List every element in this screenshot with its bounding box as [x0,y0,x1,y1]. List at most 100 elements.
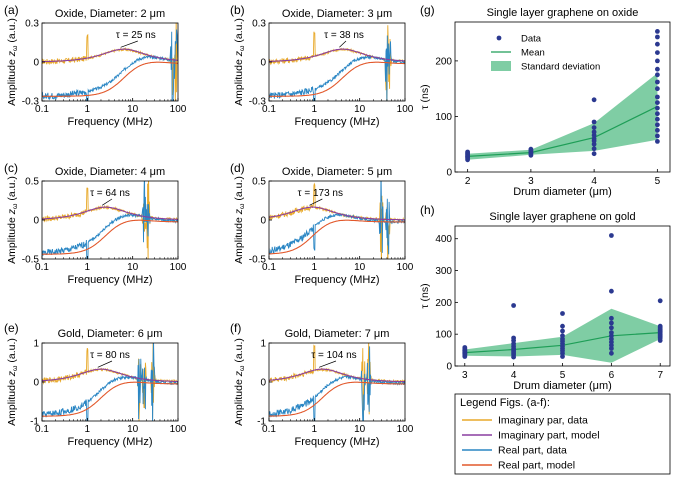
x-tick-label: 1 [85,424,91,435]
y-axis-label-z: z [233,370,245,377]
series-imaginary-model [269,206,405,221]
x-tick-label: 10 [127,262,139,273]
data-point [609,288,614,294]
data-point [591,132,597,138]
y-axis-label: τ (ns) [419,283,431,308]
x-tick-label: 0.1 [35,104,49,115]
x-tick-label: 1 [312,104,318,115]
data-point [591,119,597,125]
legend-box: Legend Figs. (a-f): Imaginary par, data Im… [454,393,671,475]
y-axis-label-unit: (a.u.) [6,18,18,45]
data-point [591,151,597,157]
data-point [609,233,614,238]
y-tick-label: 0 [446,362,452,373]
annotation-leader [309,198,323,206]
y-axis-label: τ (ns) [419,84,431,109]
x-tick-label: 4 [591,176,597,187]
y-tick-label: 0 [260,216,266,227]
plot-frame [454,21,671,173]
tau-annotation: τ = 104 ns [311,350,356,361]
x-axis-label: Frequency (MHz) [68,274,153,286]
data-point [511,335,516,341]
x-tick-label: 6 [609,370,615,381]
data-point [591,136,597,142]
legend-entry-label: Imaginary par, data [498,415,588,427]
y-tick-label: 0.3 [252,19,266,30]
series-real-model [269,61,405,97]
panel-e: 0.1 1 10 100 -1 0 1 τ = 80 ns Gold, Diameter: 6 … [4,321,187,448]
y-axis-label-z: z [233,208,245,215]
tau-annotation: τ = 173 ns [298,188,343,199]
data-point [655,139,660,144]
y-axis-label-sub: ω [239,365,246,371]
panel-h: 3 4 5 6 7 0 100 200 300 400 Single layer graphene … [419,203,671,392]
y-axis-label: Amplitude zω (a.u.) [6,176,19,264]
x-tick-label: 100 [397,104,414,115]
y-axis-label-unit: (a.u.) [233,176,245,203]
data-point [655,29,660,34]
x-axis-label: Frequency (MHz) [295,436,380,448]
y-tick-label: 300 [435,266,452,277]
panel-label: (d) [230,161,245,175]
panel-label: (e) [4,321,19,335]
y-axis-label-unit: (a.u.) [6,176,18,203]
x-axis-label: Drum diameter (μm) [513,186,612,198]
x-tick-label: 100 [170,424,187,435]
y-tick-label: 0.5 [252,177,266,188]
data-point [560,328,565,334]
x-tick-label: 4 [511,370,517,381]
y-tick-label: 100 [435,330,452,341]
data-point [655,133,660,139]
x-tick-label: 0.1 [262,262,276,273]
y-axis-label-sub: ω [12,365,19,371]
series-real-model [269,381,405,417]
y-tick-label: 0 [33,58,39,69]
y-axis-label-z: z [6,370,18,377]
x-tick-label: 1 [312,424,318,435]
x-axis-label: Frequency (MHz) [295,116,380,128]
legend-marker-std [491,61,511,71]
x-tick-label: 1 [85,104,91,115]
data-point [655,50,660,55]
plot-area [269,343,405,421]
x-axis-label: Frequency (MHz) [295,274,380,286]
x-tick-label: 10 [127,104,139,115]
tau-annotation: τ = 64 ns [90,188,130,199]
tau-annotation: τ = 80 ns [90,350,130,361]
series-real-data [269,35,405,101]
y-axis-label-sub: ω [12,45,19,51]
legend-entry-label: Real part, model [498,460,575,472]
legend-label-mean: Mean [521,48,545,59]
plot-area [42,181,178,259]
x-tick-label: 10 [354,104,366,115]
data-point [560,333,565,339]
data-point [591,129,597,135]
panel-label: (h) [420,203,435,217]
data-point [560,323,565,329]
x-tick-label: 3 [528,176,534,187]
y-tick-label: -1 [257,417,266,428]
series-real-data [269,181,405,255]
y-tick-label: 200 [435,298,452,309]
y-axis-label-unit: (a.u.) [233,18,245,45]
y-tick-label: 1 [260,339,266,350]
y-tick-label: 100 [435,112,452,123]
y-axis-label-sub: ω [12,203,19,209]
legend-entry-label: Real part, data [498,445,567,457]
tau-annotation: τ = 25 ns [116,30,156,41]
std-band [467,73,658,160]
panel-c: 0.1 1 10 100 -0.5 0 0.5 τ = 64 ns Oxide, Diamete… [4,161,187,286]
annotation-leader [120,40,138,48]
x-tick-label: 2 [465,176,471,187]
panel-d: 0.1 1 10 100 -0.5 0 0.5 τ = 173 ns Oxide, Diamet… [230,161,414,286]
x-tick-label: 3 [462,370,468,381]
data-point [655,111,660,117]
y-tick-label: 0 [33,216,39,227]
data-point [655,34,660,40]
x-tick-label: 5 [655,176,661,187]
data-point [591,141,597,147]
data-point [657,323,663,329]
y-axis-label-sub: ω [239,203,246,209]
annotation-leader [318,360,337,368]
